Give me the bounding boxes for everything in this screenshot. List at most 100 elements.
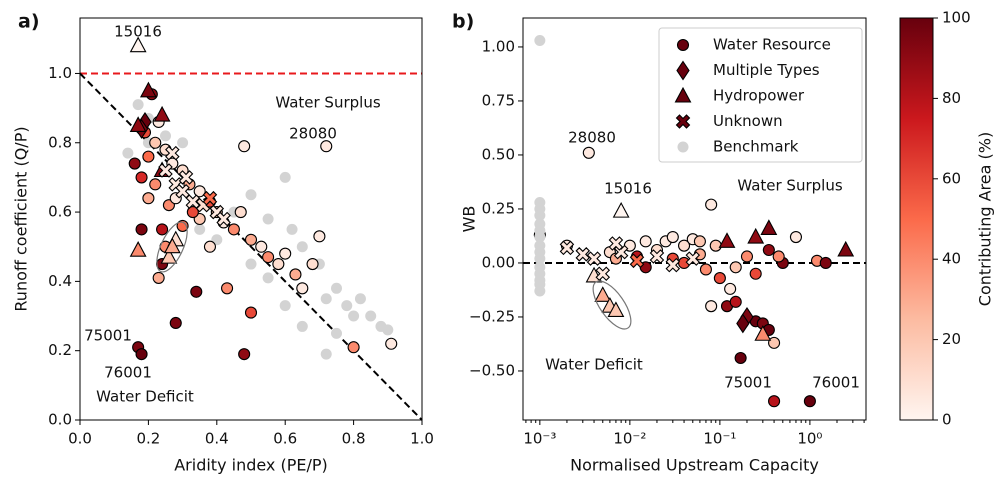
point: [747, 227, 765, 244]
annotation: 75001: [724, 374, 772, 392]
point: [595, 266, 611, 282]
benchmark-point: [534, 285, 546, 297]
colorbar-tick-label: 80: [942, 89, 961, 107]
annotation: Water Deficit: [96, 388, 194, 406]
annotation: 76001: [812, 374, 860, 392]
panel-label: a): [18, 11, 40, 33]
colorbar-tick-label: 20: [942, 330, 961, 348]
benchmark-point: [286, 223, 298, 235]
point: [608, 236, 624, 251]
annotation: 28080: [289, 125, 337, 143]
y-tick-label: 1.00: [482, 37, 515, 55]
point: [693, 235, 706, 248]
y-tick-label: 0.0: [48, 411, 72, 429]
legend-label: Benchmark: [713, 138, 799, 156]
point: [762, 243, 775, 257]
point: [186, 206, 199, 219]
point: [135, 223, 148, 236]
benchmark-point: [534, 34, 546, 46]
point: [227, 223, 240, 236]
point: [142, 192, 155, 205]
point: [128, 157, 141, 170]
legend-box: [658, 27, 863, 163]
annotation: Water Deficit: [545, 356, 643, 374]
y-tick-label: 0.25: [482, 199, 515, 217]
colorbar-tick-label: 40: [942, 250, 961, 268]
x-tick-label: 10⁻³: [523, 430, 556, 448]
benchmark-point: [279, 171, 291, 183]
point: [639, 235, 652, 248]
legend-label: Hydropower: [713, 87, 805, 105]
point: [385, 337, 398, 350]
point: [705, 300, 718, 313]
point: [559, 240, 575, 256]
benchmark-point: [382, 324, 394, 336]
benchmark-point: [245, 258, 257, 270]
y-tick-label: 0.00: [482, 253, 515, 271]
point: [178, 170, 194, 185]
benchmark-point: [245, 189, 257, 201]
x-tick-label: 0.2: [136, 430, 160, 448]
point: [296, 282, 309, 295]
point: [203, 240, 217, 253]
point: [129, 241, 147, 257]
point: [705, 198, 718, 211]
point: [768, 395, 781, 408]
point: [142, 150, 155, 163]
point: [665, 257, 681, 273]
point: [740, 250, 754, 263]
point: [718, 232, 736, 248]
y-axis-label: WB: [460, 206, 479, 233]
annotation: 28080: [568, 129, 616, 147]
point: [156, 223, 169, 236]
point: [699, 263, 712, 276]
point: [149, 178, 162, 191]
panel-label: b): [452, 11, 474, 33]
point: [153, 105, 171, 122]
benchmark-point: [296, 320, 308, 332]
point: [221, 282, 234, 295]
annotation: Water Surplus: [737, 177, 843, 195]
point: [803, 395, 816, 408]
benchmark-point: [677, 141, 689, 153]
point: [160, 247, 178, 264]
y-axis-label: Runoff coefficient (Q/P): [12, 126, 31, 311]
point: [165, 145, 180, 161]
point: [244, 233, 258, 246]
point: [163, 237, 181, 254]
point: [749, 267, 762, 280]
benchmark-point: [320, 348, 332, 360]
point: [594, 286, 612, 302]
y-tick-label: 0.75: [482, 91, 515, 109]
point: [129, 36, 147, 53]
benchmark-point: [354, 293, 366, 305]
point: [675, 114, 691, 129]
point: [313, 230, 326, 243]
colorbar-tick-label: 0: [942, 411, 952, 429]
benchmark-point: [194, 223, 206, 235]
point: [709, 239, 722, 252]
benchmark-point: [331, 282, 342, 294]
point: [676, 60, 690, 81]
point: [306, 258, 319, 271]
annotation: 15016: [114, 23, 162, 41]
plot-frame: [79, 17, 423, 421]
point: [216, 211, 231, 227]
benchmark-point: [296, 241, 308, 253]
point: [736, 313, 750, 334]
point: [202, 190, 218, 206]
annotation: 76001: [104, 364, 152, 382]
point: [649, 249, 665, 264]
point: [320, 140, 333, 153]
legend-label: Multiple Types: [713, 61, 820, 79]
point: [768, 336, 781, 349]
point: [244, 306, 258, 319]
plot-area: [80, 18, 422, 420]
benchmark-point: [279, 300, 291, 312]
x-tick-label: 10⁰: [797, 430, 822, 448]
point: [234, 206, 247, 219]
point: [678, 239, 691, 252]
benchmark-point: [160, 130, 171, 142]
benchmark-point: [534, 231, 546, 243]
